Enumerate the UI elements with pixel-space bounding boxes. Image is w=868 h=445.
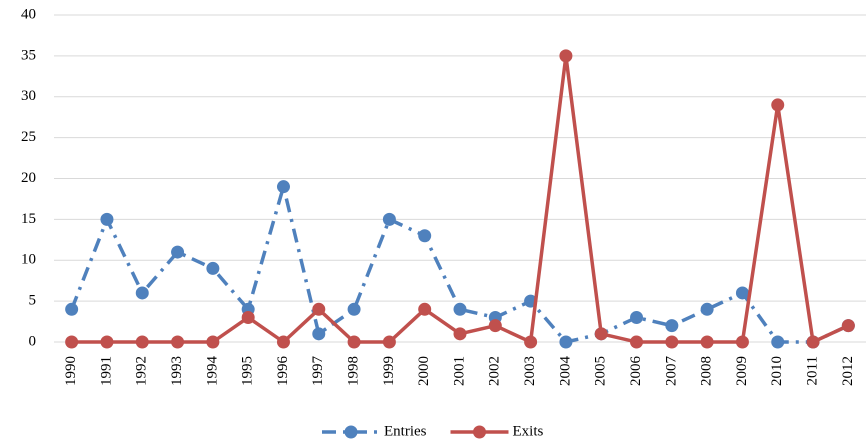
x-tick-label: 2008 [699, 356, 715, 386]
point [241, 310, 255, 324]
point [559, 49, 573, 63]
point [630, 310, 644, 324]
point [594, 327, 608, 341]
point [841, 319, 855, 333]
legend-label: Exits [513, 423, 544, 439]
x-tick-label: 2010 [769, 356, 785, 386]
point [418, 302, 432, 316]
x-tick-label: 2007 [663, 356, 679, 387]
x-tick-label: 1996 [275, 356, 291, 387]
point [100, 335, 114, 349]
legend-marker [473, 425, 486, 439]
point [665, 335, 679, 349]
point [206, 335, 220, 349]
y-tick-label: 20 [21, 170, 36, 186]
point [559, 335, 573, 349]
point [206, 261, 220, 275]
point [665, 319, 679, 333]
point [735, 335, 749, 349]
point [453, 302, 467, 316]
point [171, 245, 185, 259]
y-tick-label: 15 [21, 211, 36, 227]
point [382, 212, 396, 226]
point [65, 302, 79, 316]
x-tick-label: 2002 [487, 356, 503, 386]
point [735, 286, 749, 300]
x-tick-label: 1993 [169, 356, 185, 386]
point [312, 327, 326, 341]
point [771, 98, 785, 112]
point [135, 286, 149, 300]
point [100, 212, 114, 226]
y-tick-label: 5 [29, 293, 37, 309]
x-tick-label: 2001 [451, 356, 467, 386]
point [276, 335, 290, 349]
series-line [70, 184, 850, 344]
x-tick-label: 1995 [240, 356, 256, 386]
x-tick-label: 2011 [804, 356, 820, 385]
y-tick-label: 35 [21, 47, 36, 63]
y-tick-label: 25 [21, 129, 36, 145]
y-tick-label: 40 [21, 6, 36, 22]
y-tick-label: 0 [29, 333, 37, 349]
x-tick-label: 1991 [98, 356, 114, 386]
point [700, 335, 714, 349]
point [135, 335, 149, 349]
x-tick-label: 2004 [557, 356, 573, 387]
point [382, 335, 396, 349]
point [347, 335, 361, 349]
point [418, 229, 432, 243]
legend-label: Entries [384, 423, 427, 439]
point [524, 335, 538, 349]
x-tick-label: 1992 [134, 356, 150, 386]
point [488, 319, 502, 333]
x-tick-label: 1997 [310, 356, 326, 387]
x-tick-label: 2005 [593, 356, 609, 386]
x-tick-label: 1994 [204, 356, 220, 387]
point [806, 335, 820, 349]
x-tick-label: 1998 [346, 356, 362, 386]
point [65, 335, 79, 349]
x-tick-label: 2006 [628, 356, 644, 387]
point [312, 302, 326, 316]
x-tick-label: 2012 [840, 356, 856, 386]
point [700, 302, 714, 316]
x-tick-label: 1999 [381, 356, 397, 386]
x-tick-label: 2003 [522, 356, 538, 386]
y-tick-label: 30 [21, 88, 36, 104]
legend-marker [344, 425, 358, 439]
point [630, 335, 644, 349]
point [347, 302, 361, 316]
point [171, 335, 185, 349]
point [453, 327, 467, 341]
y-tick-label: 10 [21, 252, 36, 268]
x-tick-label: 1990 [63, 356, 79, 386]
point [276, 180, 290, 194]
point [771, 335, 785, 349]
x-tick-label: 2009 [734, 356, 750, 386]
x-tick-label: 2000 [416, 356, 432, 386]
